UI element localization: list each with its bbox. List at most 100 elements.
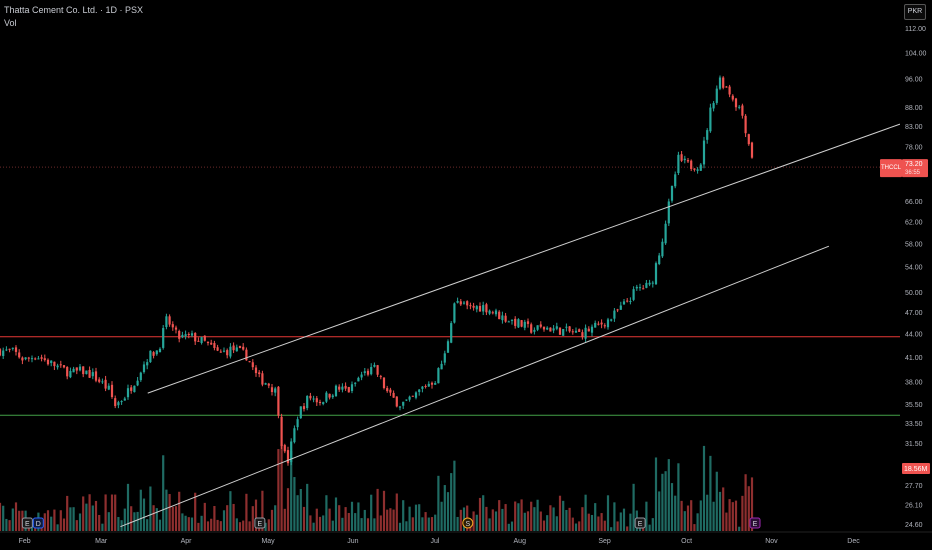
candle-body-89 [283, 445, 286, 452]
volume-bar-69 [219, 521, 222, 531]
candle-body-6 [18, 352, 21, 358]
candle-body-227 [725, 86, 728, 88]
chart-title: Thatta Cement Co. Ltd. · 1D · PSX [4, 5, 144, 15]
candle-body-105 [334, 385, 338, 397]
volume-label: Vol [4, 18, 17, 28]
candle-body-94 [299, 406, 302, 419]
candle-body-156 [498, 311, 501, 320]
currency-button[interactable]: PKR [904, 4, 926, 20]
volume-bar-136 [434, 514, 437, 531]
volume-bar-207 [661, 473, 664, 531]
volume-bar-101 [322, 515, 325, 531]
candle-body-55 [174, 327, 178, 330]
volume-bar-84 [267, 519, 270, 531]
candle-body-116 [370, 367, 373, 375]
volume-bar-43 [136, 511, 139, 531]
candle-body-190 [606, 319, 610, 328]
volume-bar-144 [459, 509, 462, 531]
volume-bar-14 [43, 513, 46, 531]
volume-bar-184 [587, 513, 590, 531]
volume-bar-222 [709, 455, 712, 531]
y-tick-label-11: 47.00 [905, 310, 923, 317]
price-tag [902, 159, 928, 178]
volume-bar-154 [491, 509, 494, 531]
candle-body-205 [654, 263, 658, 285]
volume-bar-55 [174, 506, 178, 531]
candle-body-215 [686, 160, 690, 162]
candle-body-71 [226, 350, 229, 356]
y-tick-label-13: 41.00 [905, 355, 923, 362]
candle-body-161 [514, 318, 517, 326]
candle-body-207 [661, 241, 664, 257]
volume-bar-181 [578, 521, 581, 531]
candle-body-75 [238, 345, 242, 349]
volume-bar-174 [555, 516, 558, 531]
candle-body-138 [440, 363, 443, 370]
volume-bar-6 [18, 510, 21, 531]
volume-bar-217 [693, 524, 696, 531]
volume-bar-206 [658, 491, 661, 531]
volume-bar-234 [747, 486, 750, 531]
candles [0, 75, 754, 466]
volume-bar-104 [331, 520, 334, 531]
candle-body-39 [123, 398, 126, 401]
volume-bar-77 [245, 493, 248, 531]
candle-body-176 [562, 328, 565, 336]
candle-body-225 [718, 77, 722, 89]
volume-bar-112 [357, 502, 360, 531]
candle-body-40 [126, 388, 130, 398]
volume-bar-131 [418, 504, 421, 531]
candle-body-121 [386, 388, 389, 392]
candle-body-96 [306, 395, 309, 409]
volume-bar-180 [574, 523, 578, 531]
y-tick-label-0: 112.00 [905, 26, 926, 33]
volume-bar-120 [382, 490, 386, 531]
ticker-label: THCCL [881, 165, 902, 171]
candle-body-180 [574, 330, 578, 333]
candle-body-120 [382, 377, 386, 389]
candle-body-163 [520, 320, 523, 327]
candle-body-223 [712, 103, 715, 109]
candle-body-112 [357, 377, 360, 382]
volume-bar-151 [482, 495, 485, 531]
volume-bar-25 [78, 513, 82, 531]
volume-bar-140 [446, 492, 450, 531]
volume-bar-53 [168, 494, 171, 531]
y-axis-background [900, 0, 932, 550]
volume-bar-106 [338, 505, 341, 531]
y-tick-label-7: 62.00 [905, 220, 923, 227]
candle-body-234 [747, 134, 750, 145]
volume-bar-90 [286, 488, 290, 531]
volume-bar-172 [549, 505, 552, 531]
candle-body-43 [136, 380, 139, 386]
candle-body-68 [216, 347, 219, 351]
candle-body-0 [0, 349, 2, 356]
volume-bar-130 [414, 504, 418, 531]
volume-bar-4 [11, 508, 14, 531]
y-axis: 112.00 104.00 96.00 88.00 83.00 78.00 66.00 62.… [900, 0, 932, 550]
volume-bar-66 [210, 518, 213, 531]
candle-body-77 [245, 349, 248, 361]
candle-body-199 [635, 286, 638, 289]
volume-bar-60 [190, 517, 194, 531]
candle-body-20 [62, 365, 66, 368]
volume-bar-230 [734, 500, 738, 531]
y-tick-label-17: 31.50 [905, 441, 923, 448]
y-tick-label-18: 27.70 [905, 483, 923, 490]
volume-bar-24 [75, 520, 78, 531]
volume-bar-18 [56, 524, 59, 531]
volume-bar-1 [2, 505, 5, 531]
candle-body-54 [171, 324, 174, 328]
candle-body-97 [309, 395, 312, 399]
candle-body-126 [402, 401, 405, 406]
volume-bar-49 [155, 508, 158, 531]
candle-body-197 [629, 301, 632, 303]
candle-body-36 [114, 398, 117, 407]
volume-bar-103 [328, 508, 331, 531]
candle-body-117 [373, 364, 376, 367]
candle-body-186 [594, 322, 597, 328]
volume-bar-129 [411, 517, 414, 531]
volume-bar-194 [619, 512, 622, 531]
volume-bar-64 [203, 502, 206, 531]
